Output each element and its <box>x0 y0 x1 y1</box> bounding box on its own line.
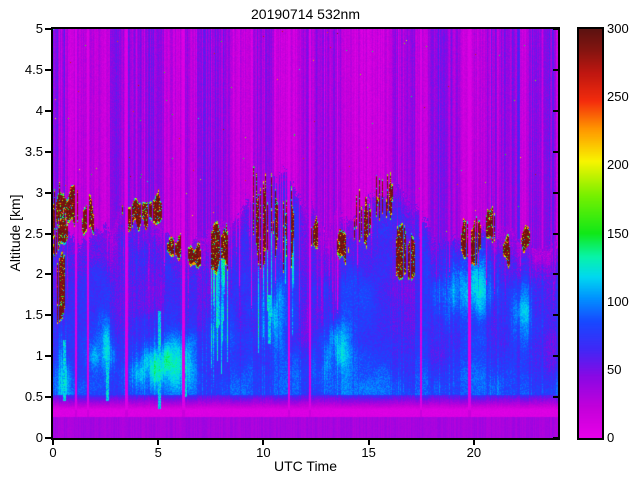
x-tick-mark <box>52 440 54 445</box>
y-tick-mark <box>45 314 51 317</box>
x-tick-label: 0 <box>49 445 57 460</box>
colorbar-tick-label: 200 <box>607 157 629 173</box>
y-tick-mark <box>45 355 51 358</box>
x-tick-label: 15 <box>361 445 376 460</box>
x-tick-mark <box>262 440 265 445</box>
colorbar-tick-label: 0 <box>607 430 615 445</box>
y-tick-mark-right <box>553 355 558 358</box>
y-tick-mark <box>45 191 51 194</box>
y-tick-mark <box>45 68 51 71</box>
y-tick-mark-right <box>553 232 558 235</box>
y-tick-label: 0 <box>35 430 43 445</box>
y-tick-label: 3 <box>35 184 43 200</box>
x-tick-label: 10 <box>256 445 271 460</box>
x-tick-mark <box>472 440 475 445</box>
x-tick-mark <box>157 440 160 445</box>
colorbar-tick-label: 100 <box>607 293 629 309</box>
colorbar-canvas <box>579 29 602 438</box>
colorbar-tick-label: 300 <box>607 21 629 36</box>
chart-title: 20190714 532nm <box>251 6 360 22</box>
x-axis-label: UTC Time <box>274 458 337 474</box>
y-tick-label: 0.5 <box>24 389 43 405</box>
y-tick-mark-right <box>553 314 558 317</box>
y-tick-label: 4.5 <box>24 61 43 77</box>
y-tick-mark <box>45 273 51 276</box>
y-tick-label: 4 <box>35 102 43 118</box>
colorbar-tick-label: 50 <box>607 361 622 377</box>
y-tick-mark-right <box>553 28 558 30</box>
colorbar-tick-label: 250 <box>607 89 629 105</box>
y-tick-mark-right <box>553 68 558 71</box>
y-tick-mark <box>45 150 51 153</box>
y-tick-mark-right <box>553 109 558 112</box>
y-tick-mark-right <box>553 273 558 276</box>
y-tick-mark-right <box>553 150 558 153</box>
y-tick-label: 2 <box>35 266 43 282</box>
y-tick-mark <box>45 232 51 235</box>
y-tick-mark <box>45 396 51 399</box>
colorbar-tick-label: 150 <box>607 225 629 241</box>
y-tick-label: 1.5 <box>24 307 43 323</box>
y-tick-mark <box>45 28 51 30</box>
y-tick-mark-right <box>553 396 558 399</box>
heatmap-canvas <box>53 29 558 438</box>
y-tick-label: 1 <box>35 348 43 364</box>
y-tick-mark-right <box>553 437 558 439</box>
y-tick-label: 2.5 <box>24 225 43 241</box>
y-tick-mark <box>45 109 51 112</box>
y-tick-mark-right <box>553 191 558 194</box>
y-tick-label: 5 <box>35 21 43 36</box>
y-tick-label: 3.5 <box>24 143 43 159</box>
x-tick-label: 5 <box>154 445 162 460</box>
x-tick-mark <box>367 440 370 445</box>
x-tick-label: 20 <box>466 445 482 460</box>
y-tick-mark <box>45 437 51 439</box>
